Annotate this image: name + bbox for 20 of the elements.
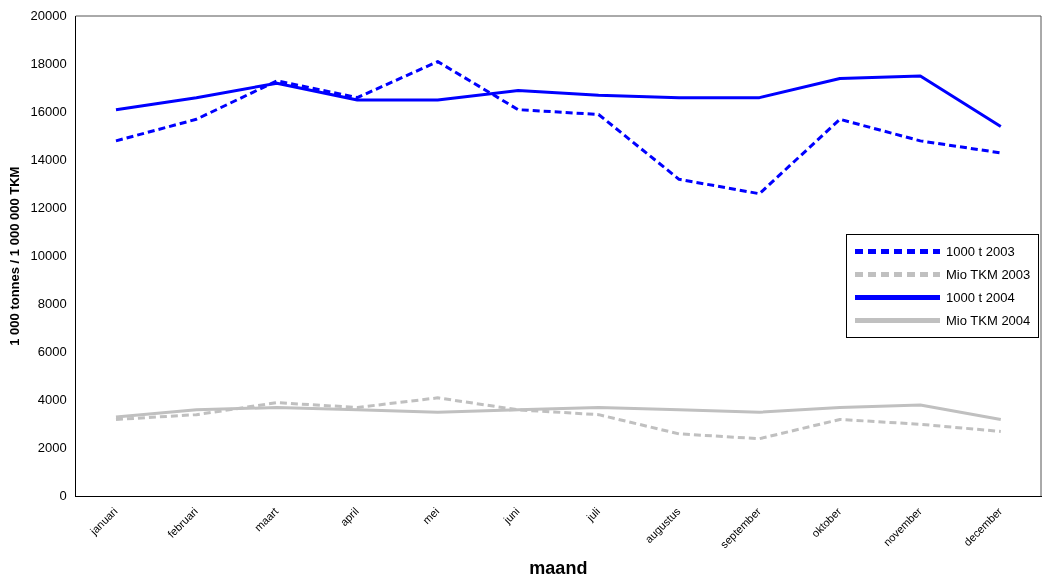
- y-tick-label: 2000: [37, 439, 67, 455]
- y-tick-label: 20000: [30, 7, 67, 23]
- y-tick-label: 18000: [30, 55, 67, 71]
- y-tick-label: 8000: [37, 295, 67, 311]
- x-tick-label: juli: [583, 505, 603, 524]
- x-tick-label: mei: [420, 505, 442, 527]
- y-tick-label: 4000: [37, 391, 67, 407]
- legend-label: Mio TKM 2004: [946, 313, 1031, 329]
- y-axis-title: 1 000 tonnes / 1 000 000 TKM: [7, 166, 23, 346]
- legend-label: Mio TKM 2003: [946, 267, 1031, 283]
- legend-label: 1000 t 2004: [946, 290, 1015, 306]
- y-tick-label: 14000: [30, 151, 67, 167]
- y-tick-label: 6000: [37, 343, 67, 359]
- legend-label: 1000 t 2003: [946, 244, 1015, 260]
- line-series: [114, 60, 1003, 196]
- y-tick-label: 10000: [30, 247, 67, 263]
- y-tick-label: 16000: [30, 103, 67, 119]
- x-axis-title: maand: [529, 558, 588, 579]
- y-tick-label: 0: [59, 487, 67, 503]
- y-tick-label: 12000: [30, 199, 67, 215]
